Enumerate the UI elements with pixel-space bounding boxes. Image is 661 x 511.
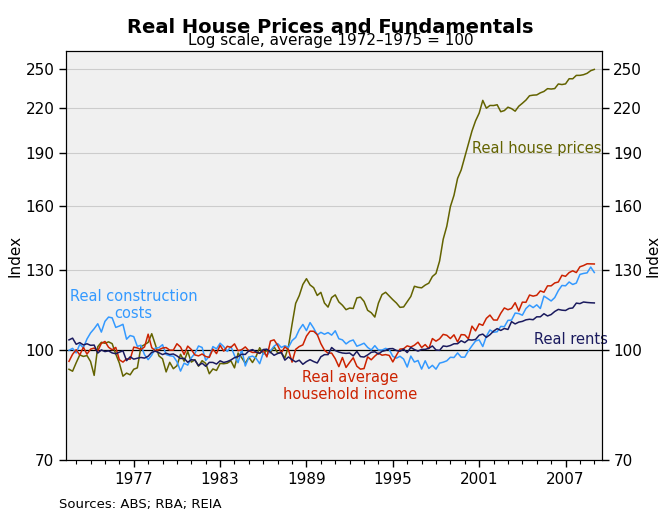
Text: Sources: ABS; RBA; REIA: Sources: ABS; RBA; REIA: [59, 498, 222, 511]
Text: Log scale, average 1972–1975 = 100: Log scale, average 1972–1975 = 100: [188, 33, 473, 48]
Text: Real House Prices and Fundamentals: Real House Prices and Fundamentals: [128, 18, 533, 37]
Text: Real rents: Real rents: [534, 332, 607, 347]
Y-axis label: Index: Index: [7, 235, 22, 276]
Text: Real average
household income: Real average household income: [282, 370, 417, 402]
Y-axis label: Index: Index: [645, 235, 660, 276]
Text: Real construction
costs: Real construction costs: [70, 289, 198, 321]
Text: Real house prices: Real house prices: [472, 141, 602, 156]
